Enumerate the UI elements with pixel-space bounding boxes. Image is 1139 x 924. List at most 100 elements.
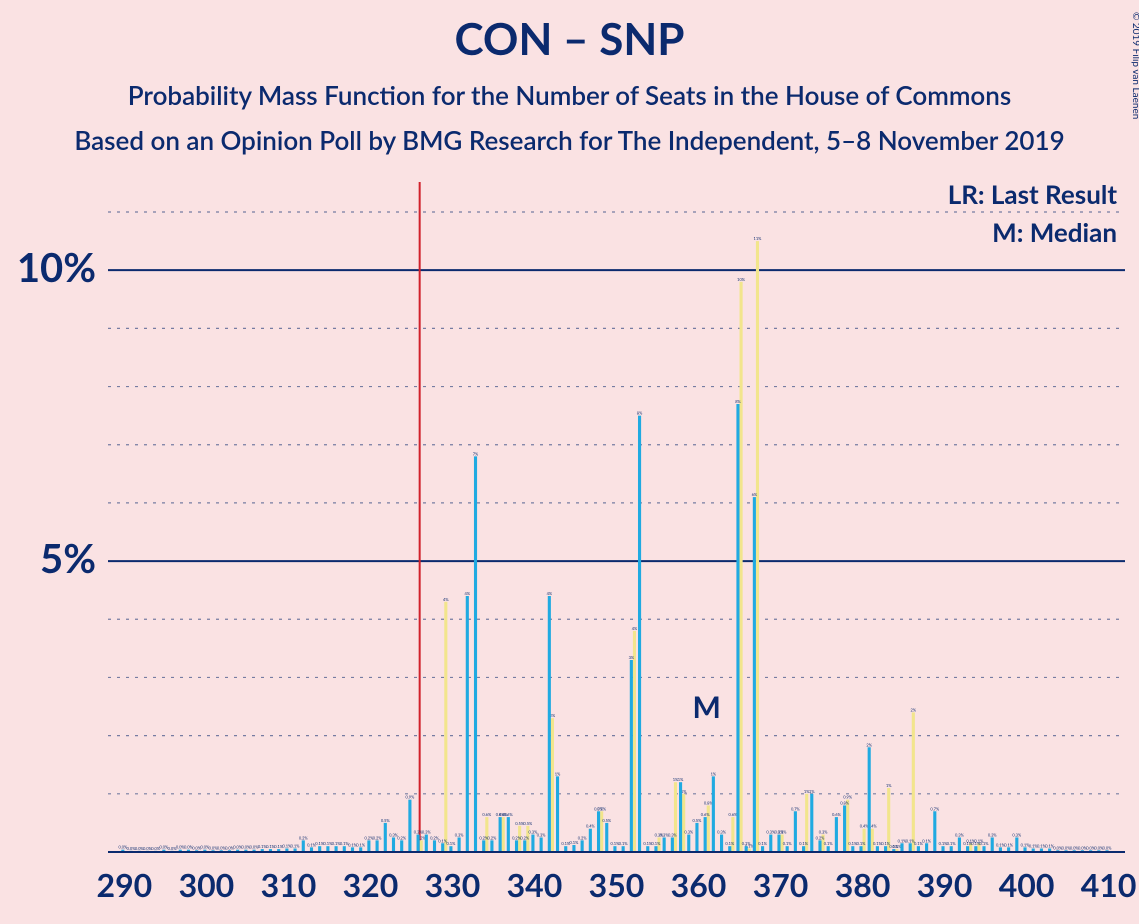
series-a-bar	[507, 817, 510, 852]
series-a-bar	[392, 837, 395, 852]
series-b-bar-label: 10%	[737, 277, 746, 282]
series-a-bar	[663, 837, 666, 852]
series-a-bar	[991, 837, 994, 852]
series-b-bar	[756, 241, 759, 852]
x-tick-label: 400	[999, 865, 1055, 904]
series-a-bar	[302, 840, 305, 852]
series-a-bar	[909, 843, 912, 852]
series-a-bar-label: 0.3%	[537, 832, 547, 837]
series-a-bar	[597, 811, 600, 852]
median-marker-label: M	[693, 689, 721, 725]
series-a-bar	[384, 823, 387, 852]
series-a-bar-label: 0.3%	[717, 830, 727, 835]
series-a-bar-label: 3%	[629, 655, 635, 660]
series-a-bar	[1015, 837, 1018, 852]
series-a-bar-label: 8%	[735, 399, 741, 404]
series-a-bar-label: 0.1%	[922, 838, 932, 843]
series-b-bar-label: 0.5%	[523, 821, 533, 826]
series-a-bar	[515, 840, 518, 852]
series-a-bar-label: 0.6%	[701, 812, 711, 817]
series-a-bar	[425, 835, 428, 852]
series-a-bar	[433, 840, 436, 852]
series-a-bar-label: 0.2%	[578, 835, 588, 840]
series-a-bar	[818, 840, 821, 852]
series-b-bar	[740, 282, 743, 852]
pmf-chart: © 2019 Filip van LaenenCON – SNPProbabil…	[0, 0, 1139, 924]
series-a-bar-label: 1%	[809, 789, 815, 794]
series-a-bar	[458, 837, 461, 852]
series-a-bar-label: 0.2%	[373, 835, 383, 840]
series-a-bar-label: 0.7%	[930, 806, 940, 811]
series-a-bar-label: 0.7%	[594, 806, 604, 811]
series-a-bar	[769, 835, 772, 852]
series-b-bar	[674, 782, 677, 852]
series-a-bar-label: 0.6%	[504, 812, 514, 817]
series-a-bar	[753, 497, 756, 852]
series-a-bar	[933, 811, 936, 852]
series-b-bar-label: 11%	[754, 236, 763, 241]
series-a-bar	[556, 776, 559, 852]
series-a-bar-label: 0.1%	[725, 841, 735, 846]
series-a-bar-label: 4%	[465, 591, 471, 596]
x-tick-label: 370	[753, 865, 809, 904]
series-a-bar	[900, 843, 903, 852]
series-b-bar	[731, 817, 734, 852]
series-a-bar-label: 0.3%	[1012, 832, 1022, 837]
x-tick-label: 300	[179, 865, 235, 904]
series-a-bar-label: 0.4%	[586, 824, 596, 829]
series-a-bar	[572, 845, 575, 852]
series-a-bar-label: 0.3%	[422, 830, 432, 835]
x-tick-label: 390	[917, 865, 973, 904]
series-a-bar-label: 0.6%	[832, 812, 842, 817]
series-a-bar	[736, 404, 739, 852]
series-a-bar	[466, 596, 469, 852]
series-a-bar	[499, 817, 502, 852]
series-a-bar	[687, 835, 690, 852]
series-a-bar	[376, 840, 379, 852]
series-a-bar-label: 0.1%	[742, 841, 752, 846]
series-a-bar	[490, 840, 493, 852]
series-a-bar-label: 0.1%	[947, 841, 957, 846]
series-b-bar	[444, 602, 447, 852]
series-a-bar	[589, 829, 592, 852]
series-a-bar	[367, 840, 370, 852]
series-b-bar-label: 0.6%	[482, 812, 492, 817]
series-a-bar-label: 0.3%	[988, 832, 998, 837]
series-a-bar-label: 1%	[555, 771, 561, 776]
series-b-bar	[502, 817, 505, 852]
series-a-bar-label: 0.7%	[791, 806, 801, 811]
series-a-bar-label: 0.0%	[1103, 845, 1113, 850]
y-tick-label: 10%	[17, 243, 96, 291]
series-a-bar-label: 0.2%	[520, 835, 530, 840]
series-a-bar-label: 1%	[711, 771, 717, 776]
series-a-bar	[408, 800, 411, 852]
series-a-bar	[417, 835, 420, 852]
series-a-bar-label: 0.1%	[857, 841, 867, 846]
chart-title: CON – SNP	[454, 13, 684, 65]
series-a-bar-label: 0.1%	[291, 844, 301, 849]
series-a-bar-label: 0.1%	[652, 841, 662, 846]
series-a-bar-label: 0.2%	[488, 835, 498, 840]
series-b-bar	[633, 631, 636, 852]
series-a-bar-label: 0.1%	[758, 841, 768, 846]
series-a-bar	[843, 805, 846, 852]
series-a-bar-label: 0.1%	[356, 842, 366, 847]
x-tick-label: 310	[261, 865, 317, 904]
series-a-bar-label: 0.1%	[783, 841, 793, 846]
series-a-bar	[704, 817, 707, 852]
series-a-bar-label: 0.1%	[980, 841, 990, 846]
series-a-bar	[671, 837, 674, 852]
series-a-bar-label: 0.5%	[381, 818, 391, 823]
series-a-bar	[679, 782, 682, 852]
series-b-bar	[420, 840, 423, 852]
series-a-bar-label: 0.3%	[455, 832, 465, 837]
series-b-bar-label: 0.9%	[843, 795, 853, 800]
series-a-bar-label: 0.5%	[693, 818, 703, 823]
y-tick-label: 5%	[40, 534, 96, 582]
series-a-bar	[540, 837, 543, 852]
series-b-bar-label: 1%	[886, 783, 892, 788]
series-a-bar	[400, 840, 403, 852]
series-a-bar-label: 0.8%	[840, 800, 850, 805]
copyright-text: © 2019 Filip van Laenen	[1130, 12, 1139, 119]
series-a-bar-label: 1%	[678, 777, 684, 782]
